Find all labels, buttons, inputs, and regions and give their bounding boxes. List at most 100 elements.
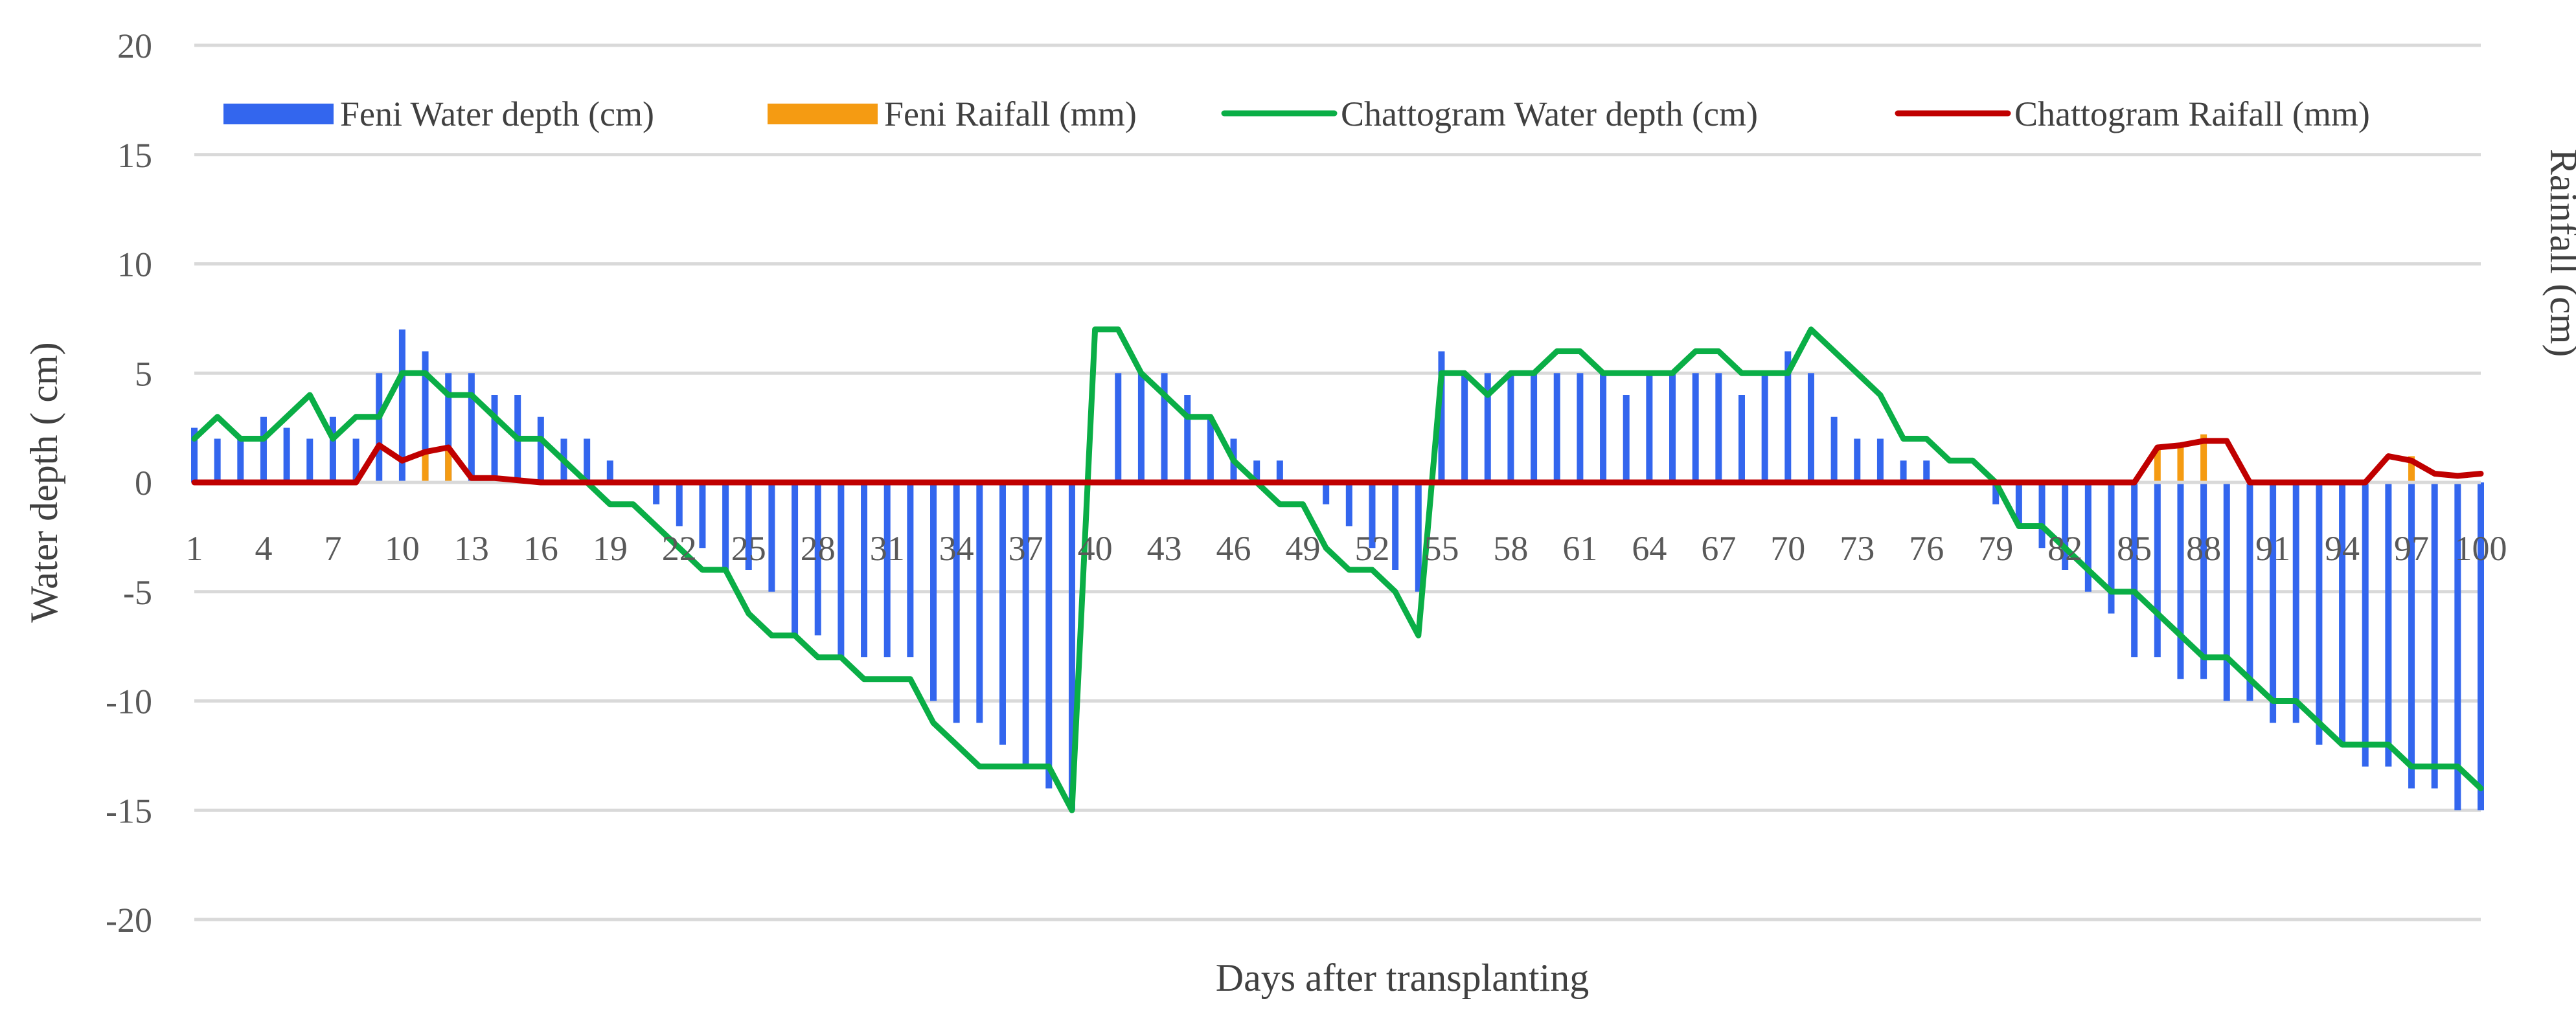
- feni-water-depth-bar: [1461, 373, 1468, 482]
- feni-rainfall-bar: [445, 449, 452, 482]
- feni-water-depth-bar: [2177, 482, 2184, 679]
- x-tick-label: 16: [523, 529, 558, 568]
- y-tick-label: 5: [135, 354, 152, 393]
- x-tick-label: 49: [1286, 529, 1321, 568]
- y-tick-label: -20: [106, 901, 152, 940]
- feni-water-depth-bars: [191, 329, 2484, 811]
- feni-water-depth-bar: [1854, 438, 1861, 482]
- feni-water-depth-bar: [1022, 482, 1029, 767]
- feni-water-depth-bar: [768, 482, 775, 592]
- x-axis-ticks: 1 4 7 10 13 16 19 22 25 28 31 34 37 40 43 46 49 52 55 58 61 6…: [186, 529, 2507, 568]
- feni-water-depth-bar: [1184, 395, 1191, 482]
- legend: Feni Water depth (cm) Feni Raifall (mm) …: [223, 95, 2370, 133]
- legend-swatch-feni-water-depth: [223, 104, 334, 124]
- feni-water-depth-bar: [606, 460, 613, 482]
- y-axis-ticks: 20 15 10 5 0 -5 -10 -15 -20: [106, 27, 152, 940]
- feni-water-depth-bar: [2246, 482, 2253, 701]
- feni-water-depth-bar: [1761, 373, 1768, 482]
- feni-water-depth-bar: [537, 416, 544, 482]
- feni-water-depth-bar: [1161, 373, 1168, 482]
- feni-rainfall-bar: [2177, 445, 2184, 482]
- feni-water-depth-bar: [676, 482, 683, 526]
- y-tick-label: 20: [117, 27, 152, 65]
- x-tick-label: 22: [662, 529, 697, 568]
- y-tick-label: 15: [117, 136, 152, 175]
- feni-water-depth-bar: [237, 438, 244, 482]
- x-tick-label: 76: [1909, 529, 1944, 568]
- feni-water-depth-bar: [2385, 482, 2392, 767]
- feni-water-depth-bar: [283, 427, 290, 482]
- y-axis-title: Water depth ( cm): [23, 342, 65, 622]
- feni-water-depth-bar: [1646, 373, 1653, 482]
- y-tick-label: 10: [117, 245, 152, 284]
- feni-water-depth-bar: [2408, 482, 2415, 789]
- feni-water-depth-bar: [1738, 395, 1745, 482]
- x-tick-label: 19: [593, 529, 628, 568]
- x-tick-label: 61: [1562, 529, 1597, 568]
- feni-rainfall-bar: [2154, 449, 2161, 482]
- feni-water-depth-bar: [260, 416, 267, 482]
- feni-water-depth-bar: [1115, 373, 1122, 482]
- legend-label-chattogram-rainfall: Chattogram Raifall (mm): [2014, 95, 2370, 133]
- feni-water-depth-bar: [1900, 460, 1907, 482]
- feni-water-depth-bar: [1507, 373, 1514, 482]
- x-tick-label: 13: [454, 529, 489, 568]
- x-tick-label: 88: [2186, 529, 2221, 568]
- feni-water-depth-bar: [1553, 373, 1560, 482]
- feni-rainfall-bars: [422, 434, 2415, 482]
- feni-water-depth-bar: [2270, 482, 2277, 723]
- feni-water-depth-bar: [445, 373, 452, 482]
- x-tick-label: 91: [2255, 529, 2290, 568]
- legend-label-feni-water-depth: Feni Water depth (cm): [340, 95, 654, 133]
- feni-water-depth-bar: [376, 373, 383, 482]
- feni-water-depth-bar: [491, 395, 498, 482]
- feni-water-depth-bar: [1784, 351, 1792, 482]
- gridlines: [194, 43, 2481, 921]
- x-tick-label: 10: [385, 529, 420, 568]
- legend-label-feni-rainfall: Feni Raifall (mm): [884, 95, 1137, 133]
- x-tick-label: 70: [1770, 529, 1805, 568]
- feni-water-depth-bar: [2108, 482, 2115, 614]
- feni-water-depth-bar: [2316, 482, 2323, 745]
- x-tick-label: 43: [1147, 529, 1182, 568]
- feni-water-depth-bar: [907, 482, 914, 657]
- feni-water-depth-bar: [1045, 482, 1053, 789]
- x-tick-label: 1: [186, 529, 203, 568]
- feni-water-depth-bar: [329, 416, 336, 482]
- feni-water-depth-bar: [999, 482, 1006, 745]
- feni-water-depth-bar: [1623, 395, 1630, 482]
- feni-water-depth-bar: [883, 482, 891, 657]
- legend-label-chattogram-water-depth: Chattogram Water depth (cm): [1341, 95, 1758, 133]
- chattogram-water-depth-line: [191, 326, 2484, 813]
- feni-water-depth-bar: [2084, 482, 2092, 592]
- feni-water-depth-bar: [2223, 482, 2230, 701]
- feni-water-depth-bar: [1692, 373, 1699, 482]
- feni-water-depth-bar: [2200, 482, 2207, 679]
- feni-rainfall-bar: [2408, 456, 2415, 482]
- feni-water-depth-bar: [930, 482, 937, 701]
- feni-water-depth-bar: [1992, 482, 2000, 504]
- x-axis-title: Days after transplanting: [1216, 956, 1589, 999]
- y-tick-label: -10: [106, 683, 152, 721]
- feni-water-depth-bar: [1830, 416, 1838, 482]
- x-tick-label: 40: [1078, 529, 1113, 568]
- feni-water-depth-bar: [2454, 482, 2461, 811]
- feni-water-depth-bar: [722, 482, 729, 570]
- feni-water-depth-bar: [1253, 460, 1260, 482]
- feni-water-depth-bar: [2062, 482, 2069, 570]
- x-tick-label: 73: [1840, 529, 1875, 568]
- feni-water-depth-bar: [398, 329, 405, 482]
- feni-water-depth-bar: [422, 351, 429, 482]
- chattogram-rainfall-line: [191, 438, 2484, 486]
- x-tick-label: 34: [939, 529, 974, 568]
- feni-water-depth-bar: [1438, 351, 1445, 482]
- feni-water-depth-bar: [1369, 482, 1376, 548]
- feni-water-depth-bar: [1415, 482, 1422, 592]
- feni-rainfall-bar: [2200, 434, 2207, 482]
- feni-water-depth-bar: [584, 438, 591, 482]
- line-series: [191, 326, 2484, 813]
- feni-water-depth-bar: [306, 438, 313, 482]
- feni-water-depth-bar: [2339, 482, 2346, 745]
